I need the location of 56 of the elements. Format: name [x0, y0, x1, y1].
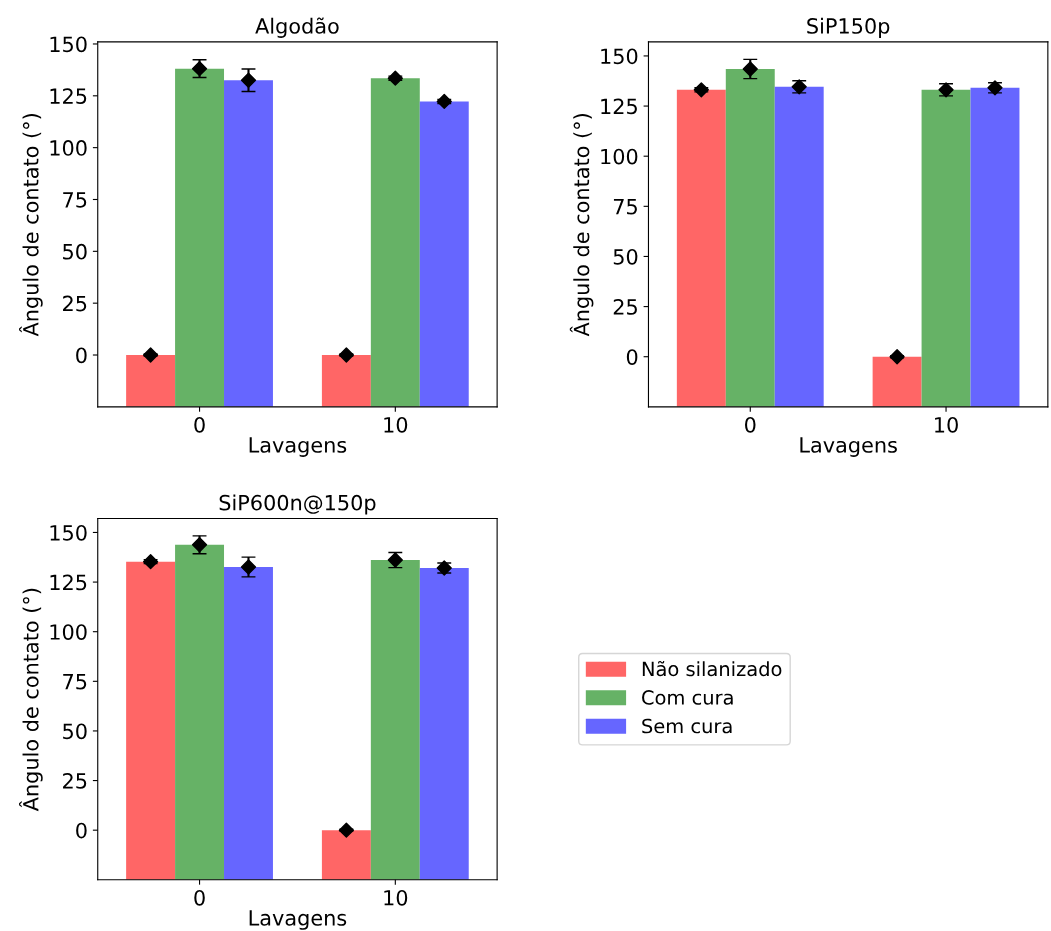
- bar: [370, 78, 420, 407]
- bar: [725, 68, 775, 407]
- y-axis-title: Ângulo de contato (°): [569, 114, 594, 337]
- y-tick-label: 25: [613, 299, 637, 315]
- x-axis-title: Lavagens: [800, 437, 897, 457]
- y-tick-label: 150: [50, 524, 87, 541]
- y-tick-label: 0: [626, 349, 638, 365]
- y-tick-label: 0: [76, 822, 87, 839]
- y-tick-label: 0: [76, 347, 87, 364]
- x-tick-label: 10: [935, 416, 958, 433]
- y-tick-label: 25: [63, 773, 87, 789]
- y-tick-label: 25: [63, 295, 87, 312]
- y-tick-label: 50: [63, 243, 87, 260]
- chart-title: SiP600n@150p: [219, 494, 376, 515]
- y-tick-label: 100: [50, 140, 87, 156]
- bar: [419, 101, 469, 407]
- y-axis-title: Ângulo de contato (°): [19, 588, 43, 812]
- bar: [921, 89, 971, 407]
- x-tick-label: 10: [384, 416, 408, 433]
- bar: [321, 355, 371, 407]
- chart-title: SiP150p: [807, 17, 890, 38]
- bar: [126, 355, 176, 407]
- bar: [126, 561, 176, 880]
- x-tick-label: 0: [194, 416, 205, 433]
- bar: [370, 560, 420, 880]
- y-tick-label: 100: [50, 624, 87, 640]
- x-axis-title: Lavagens: [249, 437, 347, 457]
- bar: [970, 87, 1020, 407]
- bar: [419, 567, 469, 880]
- legend-label: Sem cura: [642, 718, 732, 734]
- y-tick-label: 50: [63, 723, 87, 740]
- x-tick-label: 10: [384, 889, 408, 906]
- x-axis-title: Lavagens: [249, 910, 347, 930]
- bar: [676, 89, 726, 407]
- y-axis-title: Ângulo de contato (°): [19, 114, 43, 337]
- y-tick-label: 125: [50, 574, 87, 591]
- y-tick-label: 100: [601, 148, 638, 165]
- legend-label: Não silanizado: [642, 660, 782, 677]
- bar: [175, 544, 225, 880]
- y-tick-label: 125: [50, 88, 87, 105]
- x-tick-label: 0: [745, 416, 756, 433]
- chart-title: Algodão: [255, 17, 339, 38]
- bar: [774, 86, 824, 407]
- bar: [175, 68, 225, 407]
- y-tick-label: 75: [63, 192, 87, 208]
- y-tick-label: 75: [613, 199, 637, 215]
- y-tick-label: 50: [613, 248, 638, 265]
- y-tick-label: 150: [50, 36, 87, 53]
- legend-label: Com cura: [642, 690, 733, 705]
- y-tick-label: 125: [601, 98, 637, 115]
- bar: [224, 567, 273, 880]
- bar: [224, 80, 273, 407]
- y-tick-label: 150: [601, 48, 638, 65]
- y-tick-label: 75: [63, 674, 87, 690]
- bar: [872, 356, 922, 407]
- bar: [321, 830, 371, 880]
